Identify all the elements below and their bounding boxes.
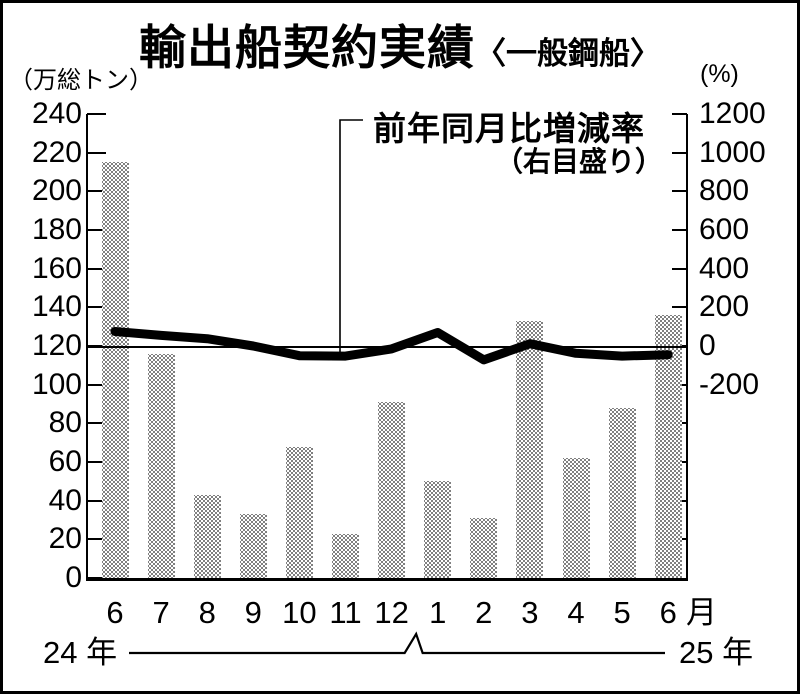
right-axis-line [686, 114, 688, 581]
left-axis-unit-label: （万総トン） [9, 67, 153, 94]
year-right-label: 25 年 [679, 635, 754, 670]
month-label-7: 7 [152, 595, 170, 630]
right-tick-label: -200 [699, 367, 760, 401]
bar-month-6 [101, 162, 129, 578]
right-tick-label: 0 [699, 329, 716, 362]
month-label-4: 4 [567, 595, 585, 630]
right-tick-label: 800 [699, 174, 750, 208]
right-tick-label: 1200 [699, 97, 766, 130]
right-tick [672, 267, 687, 270]
month-label-5: 5 [613, 595, 631, 630]
left-tick [87, 306, 106, 309]
bar-month-5 [608, 407, 636, 578]
bar-month-8 [193, 494, 221, 578]
chart-title-sub: 〈一般鋼船〉 [475, 36, 661, 71]
line-and-decoration-layer [110, 119, 673, 655]
left-tick [87, 577, 106, 579]
left-tick-label: 80 [48, 406, 82, 440]
left-tick [87, 461, 106, 463]
bar-month-4 [562, 458, 590, 578]
left-tick-label: 180 [31, 213, 82, 246]
bar-month-11 [332, 533, 359, 578]
left-axis-line [86, 114, 88, 581]
right-tick-label: 1000 [699, 135, 766, 169]
month-label-3: 3 [521, 595, 539, 630]
right-tick-label: 200 [699, 290, 750, 324]
right-tick [672, 151, 687, 154]
left-tick [87, 267, 106, 270]
left-tick-label: 120 [31, 329, 82, 362]
left-tick [87, 229, 106, 231]
left-tick [87, 190, 106, 193]
left-tick-label: 140 [31, 290, 82, 324]
bar-month-12 [378, 402, 406, 578]
left-tick-label: 60 [48, 445, 82, 478]
bottom-axis-line [86, 578, 688, 581]
month-label-6: 6 [106, 595, 124, 630]
bar-month-10 [285, 446, 313, 578]
right-tick-label: 600 [699, 213, 750, 246]
month-label-8: 8 [198, 595, 216, 630]
left-tick [87, 383, 106, 386]
left-tick-label: 100 [31, 367, 82, 401]
month-label-9: 9 [244, 595, 262, 630]
year-left-label: 24 年 [43, 635, 118, 670]
bar-month-1 [424, 481, 452, 578]
bar-month-2 [470, 518, 498, 578]
right-tick [672, 229, 687, 231]
chart-title: 輸出船契約実績〈一般鋼船〉 [3, 9, 797, 78]
left-tick [87, 151, 106, 154]
bar-month-7 [147, 353, 175, 578]
right-axis-unit-label: (%) [700, 60, 739, 88]
chart-title-main: 輸出船契約実績 [139, 21, 475, 74]
left-tick-label: 200 [31, 174, 82, 208]
month-label-10: 10 [282, 595, 317, 630]
month-label-2: 2 [475, 595, 493, 630]
month-label-11: 11 [329, 595, 362, 630]
right-tick [672, 306, 687, 309]
left-tick-label: 20 [48, 522, 82, 556]
right-tick [672, 190, 687, 193]
left-tick [87, 113, 106, 115]
month-label-1: 1 [429, 595, 447, 630]
month-suffix-label: 月 [686, 595, 717, 630]
left-tick-label: 40 [48, 483, 82, 517]
right-tick-label: 400 [699, 251, 750, 285]
month-label-6: 6 [659, 595, 677, 630]
bar-month-9 [239, 514, 267, 578]
left-tick-label: 220 [31, 135, 82, 169]
year-span-line [129, 631, 665, 655]
line-series-annotation-sub: （右目盛り） [494, 146, 663, 177]
line-series-annotation: 前年同月比増減率 [373, 110, 645, 147]
left-tick [87, 499, 106, 502]
annotation-leader-line [339, 119, 363, 353]
yoy-rate-line [110, 327, 673, 365]
bar-month-3 [516, 320, 544, 578]
left-tick [87, 422, 106, 425]
right-tick [672, 113, 687, 115]
left-tick-label: 160 [31, 251, 82, 285]
month-label-12: 12 [374, 595, 409, 630]
left-tick-label: 0 [65, 561, 82, 594]
left-tick-label: 240 [31, 97, 82, 130]
left-tick [87, 538, 106, 541]
